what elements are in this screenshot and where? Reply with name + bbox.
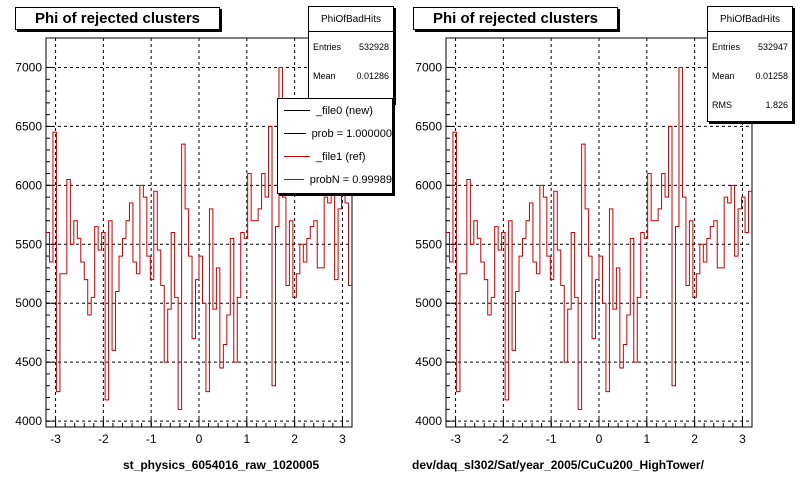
panel-1-y-tick-label: 4000: [15, 414, 42, 428]
panel-1-y-tick-label: 6500: [15, 119, 42, 133]
panel-2-y-tick-label: 5000: [415, 296, 442, 310]
panel-2-x-tick-label: -1: [546, 432, 557, 446]
panel-1-stats-name: PhiOfBadHits: [309, 7, 393, 32]
panel-2-x-tick-label: 3: [739, 432, 746, 446]
stats-value: 0.01286: [356, 70, 389, 81]
panel-1-legend[interactable]: _file0 (new) prob = 1.000000 _file1 (ref…: [277, 98, 393, 194]
panel-2-stats-row-mean: Mean 0.01258: [708, 61, 792, 90]
legend-label: probN = 0.99989: [309, 173, 392, 186]
legend-entry-file1: _file1 (ref): [278, 145, 392, 168]
stats-value: 532928: [358, 41, 389, 52]
panel-1-stats-box[interactable]: PhiOfBadHits Entries 532928 Mean 0.01286: [308, 6, 394, 103]
panel-1-x-tick-label: 2: [291, 432, 298, 446]
panel-2-series-line-1: [446, 66, 752, 410]
panel-1-y-tick-label: 6000: [15, 178, 42, 192]
panel-2-stats-name: PhiOfBadHits: [708, 7, 792, 32]
panel-1-x-axis-label: st_physics_6054016_raw_1020005: [123, 458, 320, 472]
panel-2-stats-box[interactable]: PhiOfBadHits Entries 532947 Mean 0.01258…: [707, 6, 793, 122]
panel-2-x-tick-label: -3: [450, 432, 461, 446]
panel-1-x-tick-label: -3: [50, 432, 61, 446]
panel-2-y-tick-label: 5500: [415, 237, 442, 251]
panel-1-series-line-1: [46, 66, 352, 410]
panel-2-x-tick-label: 2: [691, 432, 698, 446]
stats-label: RMS: [712, 99, 732, 110]
legend-line-icon: [284, 133, 306, 134]
panel-2-y-tick-label: 7000: [415, 60, 442, 74]
panel-2-y-tick-label: 6500: [415, 119, 442, 133]
panel-1-y-tick-label: 7000: [15, 60, 42, 74]
panel-1-x-tick-label: -2: [98, 432, 109, 446]
legend-entry-file0: _file0 (new): [278, 99, 392, 122]
stats-value: 0.01258: [755, 70, 788, 81]
stats-label: Mean: [313, 70, 336, 81]
panel-2-stats-row-entries: Entries 532947: [708, 32, 792, 61]
panel-2-title: Phi of rejected clusters: [413, 7, 618, 30]
legend-entry-probn: probN = 0.99989: [278, 168, 392, 191]
panel-1-y-tick-label: 5000: [15, 296, 42, 310]
panel-1-y-tick-label: 5500: [15, 237, 42, 251]
stats-label: Mean: [712, 70, 735, 81]
panel-2-y-tick-label: 6000: [415, 178, 442, 192]
stats-label: Entries: [712, 41, 741, 52]
stats-value: 1.826: [765, 99, 788, 110]
panel-2-x-axis-label: dev/daq_sl302/Sat/year_2005/CuCu200_High…: [412, 458, 704, 472]
panel-1-title: Phi of rejected clusters: [15, 7, 220, 30]
panel-1-x-tick-label: 1: [243, 432, 250, 446]
stats-label: Entries: [313, 41, 342, 52]
legend-label: prob = 1.000000: [311, 127, 392, 140]
panel-2-x-tick-label: -2: [498, 432, 509, 446]
panel-1-stats-row-mean: Mean 0.01286: [309, 61, 393, 90]
panel-2-x-tick-label: 1: [643, 432, 650, 446]
panel-1-stats-row-entries: Entries 532928: [309, 32, 393, 61]
panel-2-y-tick-label: 4000: [415, 414, 442, 428]
panel-1-x-tick-label: 3: [339, 432, 346, 446]
legend-entry-prob: prob = 1.000000: [278, 122, 392, 145]
panel-1-x-tick-label: 0: [196, 432, 203, 446]
legend-label: _file0 (new): [316, 104, 373, 117]
panel-2-stats-row-rms: RMS 1.826: [708, 90, 792, 119]
panel-2-x-tick-label: 0: [596, 432, 603, 446]
panel-1-y-tick-label: 4500: [15, 355, 42, 369]
panel-1-x-tick-label: -1: [146, 432, 157, 446]
legend-line-icon: [284, 110, 310, 111]
legend-line-icon: [284, 179, 304, 180]
stats-value: 532947: [757, 41, 788, 52]
legend-label: _file1 (ref): [316, 150, 366, 163]
panel-2-y-tick-label: 4500: [415, 355, 442, 369]
legend-line-icon: [284, 156, 310, 157]
